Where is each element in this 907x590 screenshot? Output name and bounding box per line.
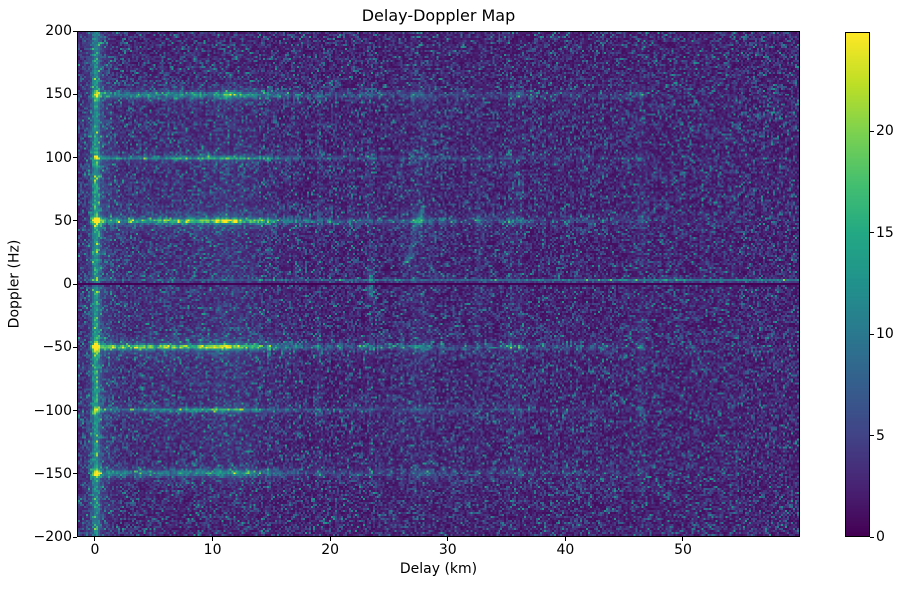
- x-axis-tick-label: 10: [203, 542, 222, 558]
- y-axis-tick-mark: [73, 536, 77, 538]
- heatmap-canvas: [78, 32, 799, 536]
- y-axis-tick-label: 150: [45, 86, 72, 103]
- y-axis-tick-mark: [73, 220, 77, 222]
- y-axis-tick-label: −50: [42, 339, 72, 356]
- y-axis-tick-label: −100: [33, 402, 72, 419]
- y-axis-tick-label: 100: [45, 149, 72, 166]
- colorbar-tick-label: 5: [876, 427, 885, 444]
- x-axis-tick-label: 0: [90, 542, 100, 558]
- y-axis-tick-mark: [73, 410, 77, 411]
- y-axis-tick-label: 50: [54, 212, 72, 229]
- x-axis-tick-label: 20: [321, 542, 340, 558]
- y-axis-tick-label: −200: [33, 529, 72, 545]
- colorbar-tick-mark: [870, 333, 874, 335]
- chart-title: Delay-Doppler Map: [361, 6, 516, 25]
- y-axis-tick-mark: [73, 346, 77, 348]
- colorbar-tick-mark: [870, 536, 874, 538]
- colorbar: [845, 32, 870, 537]
- x-axis-tick-label: 30: [438, 542, 457, 558]
- colorbar-tick-label: 10: [876, 326, 894, 343]
- plot-area: [77, 31, 800, 537]
- x-axis-tick-mark: [329, 537, 331, 541]
- x-axis-tick-mark: [212, 537, 214, 541]
- x-axis-tick-label: 40: [556, 542, 575, 558]
- x-axis-label: Delay (km): [399, 561, 478, 577]
- y-axis-tick-label: −150: [33, 465, 72, 482]
- y-axis-tick-mark: [73, 283, 77, 285]
- y-axis-tick-mark: [73, 93, 77, 95]
- x-axis-tick-mark: [682, 537, 684, 541]
- y-axis-tick-mark: [73, 157, 77, 158]
- y-axis-tick-label: 0: [63, 276, 72, 292]
- x-axis-tick-label: 50: [674, 542, 692, 558]
- colorbar-tick-label: 15: [876, 224, 894, 241]
- x-axis-tick-mark: [564, 537, 566, 541]
- colorbar-tick-mark: [870, 232, 874, 234]
- y-axis-tick-mark: [73, 30, 77, 32]
- x-axis-tick-mark: [94, 537, 96, 541]
- colorbar-tick-label: 0: [876, 529, 885, 545]
- x-axis-tick-mark: [447, 537, 449, 541]
- y-axis-tick-label: 200: [45, 23, 72, 39]
- colorbar-tick-label: 20: [876, 123, 894, 140]
- colorbar-gradient-canvas: [846, 33, 869, 536]
- colorbar-tick-mark: [870, 435, 874, 437]
- y-axis-tick-mark: [73, 473, 77, 475]
- colorbar-tick-mark: [870, 130, 874, 132]
